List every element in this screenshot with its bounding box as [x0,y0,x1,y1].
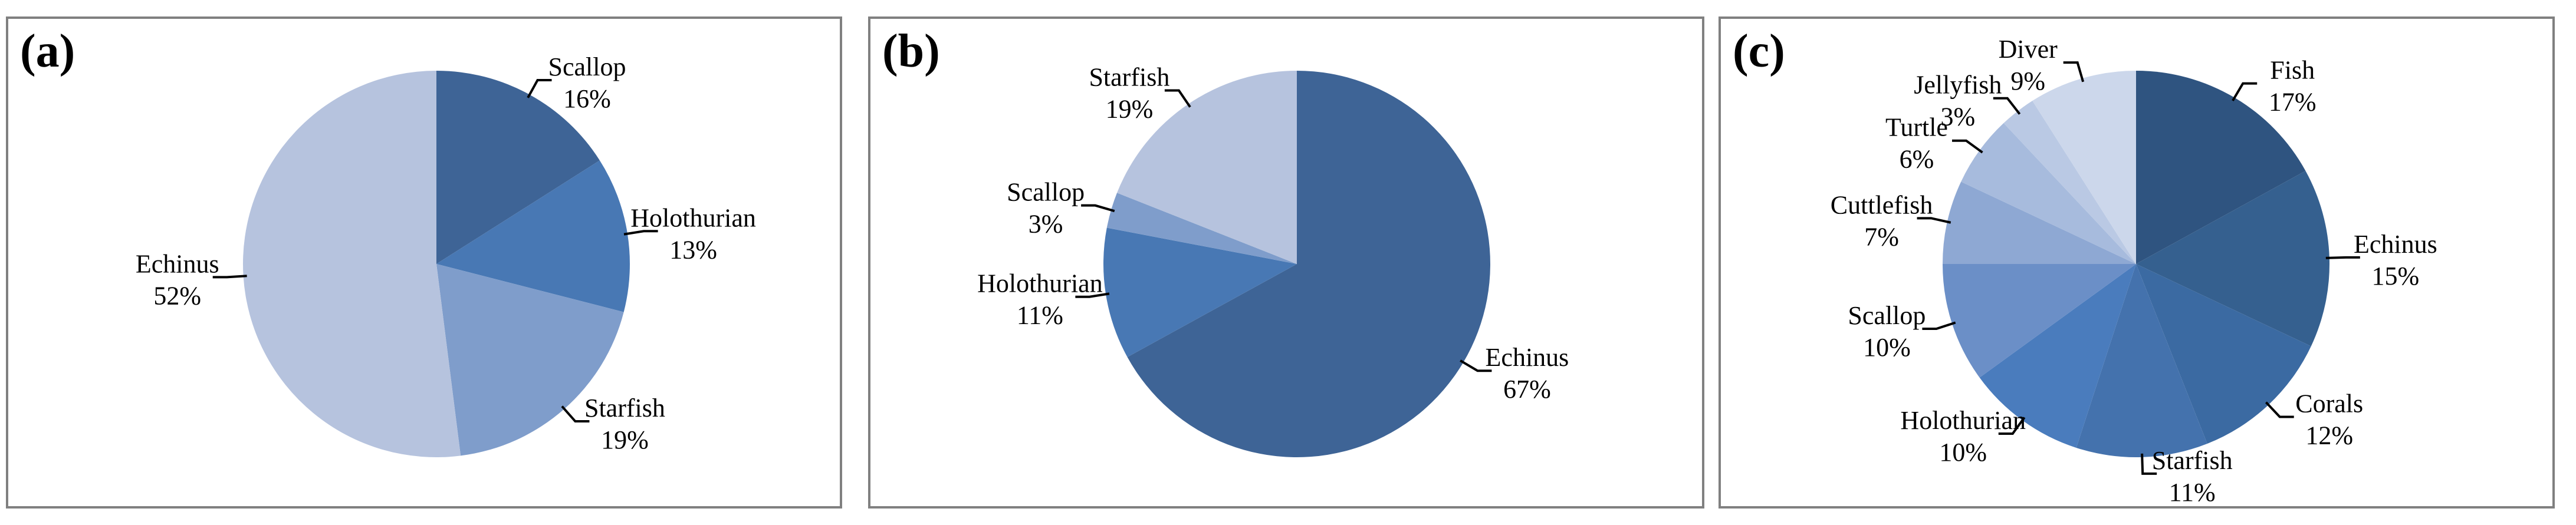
slice-jellyfish [2003,101,2136,265]
slice-percent-echinus: 15% [2371,262,2419,290]
slice-percent-scallop: 3% [1029,210,1063,239]
slice-label-fish: Fish [2270,56,2315,85]
slice-percent-starfish: 19% [601,425,649,454]
slice-percent-diver: 9% [2010,67,2045,95]
slice-label-scallop: Scallop [1007,178,1085,207]
slice-percent-starfish: 11% [2169,478,2216,506]
slice-label-starfish: Starfish [1089,63,1169,92]
slice-cuttlefish [1943,181,2136,264]
leader-line-scallop [527,79,552,98]
slice-percent-jellyfish: 3% [1940,103,1975,131]
leader-line-corals [2265,401,2294,418]
slice-label-echinus: Echinus [136,249,219,278]
leader-line-starfish [1164,89,1191,108]
slice-label-scallop: Scallop [548,52,626,81]
slice-label-holothurian: Holothurian [977,269,1103,298]
slice-percent-cuttlefish: 7% [1864,222,1899,251]
slice-diver [2032,71,2136,264]
slice-turtle [1961,123,2136,264]
panel-label-b: (b) [882,25,940,77]
slice-label-cuttlefish: Cuttlefish [1831,190,1933,219]
slice-corals [2136,264,2311,444]
chart-panel-a: (a) Scallop 16% Holothurian 13% Starfish 19% E… [6,16,842,509]
panel-label-a: (a) [20,25,75,77]
leader-line-holothurian [623,230,658,236]
slice-percent-holothurian: 13% [669,235,717,264]
leader-line-starfish [2141,453,2157,475]
slice-scallop [436,71,600,264]
slice-label-turtle: Turtle [1885,113,1948,142]
slice-label-jellyfish: Jellyfish [1914,71,2002,100]
leader-line-echinus [212,275,247,279]
slice-echinus [2136,170,2329,346]
slice-percent-echinus: 52% [153,281,201,310]
chart-panel-c: (c) Fish 17% Echinus 15% Corals 12% Starfish 11… [1719,16,2555,509]
slice-label-starfish: Starfish [2152,446,2233,475]
leader-line-scallop [1922,321,1956,331]
slice-scallop [1943,264,2136,378]
slice-scallop [1106,193,1297,264]
slice-label-echinus: Echinus [1486,343,1569,372]
slice-starfish [2076,264,2207,458]
leader-line-diver [2063,61,2085,82]
leader-line-jellyfish [1993,97,2021,115]
slice-percent-starfish: 19% [1106,95,1154,124]
slice-label-starfish: Starfish [584,394,665,422]
leader-line-starfish [561,405,590,423]
pie-chart-a: Scallop 16% Holothurian 13% Starfish 19% Echin… [136,52,756,457]
slice-label-holothurian: Holothurian [1900,406,2026,435]
slice-percent-holothurian: 11% [1017,301,1063,330]
slice-starfish [1117,71,1297,264]
leader-line-scallop [1081,204,1115,213]
leader-line-echinus [1460,359,1492,372]
slice-percent-turtle: 6% [1900,145,1934,174]
slice-echinus [243,71,461,457]
slice-label-holothurian: Holothurian [630,203,756,232]
slice-echinus [1127,71,1490,458]
pie-chart-b: Echinus 67% Holothurian 11% Scallop 3% Starfis… [977,63,1569,458]
panel-label-c: (c) [1733,25,1785,77]
leader-line-holothurian [1075,292,1110,298]
slice-label-diver: Diver [1999,35,2058,64]
slice-percent-echinus: 67% [1503,375,1551,404]
chart-panel-b: (b) Echinus 67% Holothurian 11% Scallop 3% Sta… [868,16,1704,509]
slice-percent-fish: 17% [2269,88,2317,117]
pie-chart-c: Fish 17% Echinus 15% Corals 12% Starfish 11% Hol… [1831,35,2437,506]
leader-line-fish [2232,82,2258,101]
slice-starfish [436,264,624,456]
leader-line-holothurian [1998,417,2026,435]
slice-holothurian [1103,227,1297,358]
slice-percent-scallop: 10% [1863,333,1911,362]
slice-label-echinus: Echinus [2354,230,2437,259]
slice-fish [2136,71,2306,264]
slice-percent-corals: 12% [2305,421,2353,450]
slice-label-corals: Corals [2295,389,2363,418]
leader-line-turtle [1951,139,1983,154]
leader-line-echinus [2325,256,2360,259]
slice-label-scallop: Scallop [1848,301,1926,330]
slice-percent-holothurian: 10% [1939,438,1987,467]
slice-holothurian [1979,264,2136,448]
slice-holothurian [436,160,630,312]
leader-line-cuttlefish [1917,217,1951,224]
slice-percent-scallop: 16% [563,84,611,113]
